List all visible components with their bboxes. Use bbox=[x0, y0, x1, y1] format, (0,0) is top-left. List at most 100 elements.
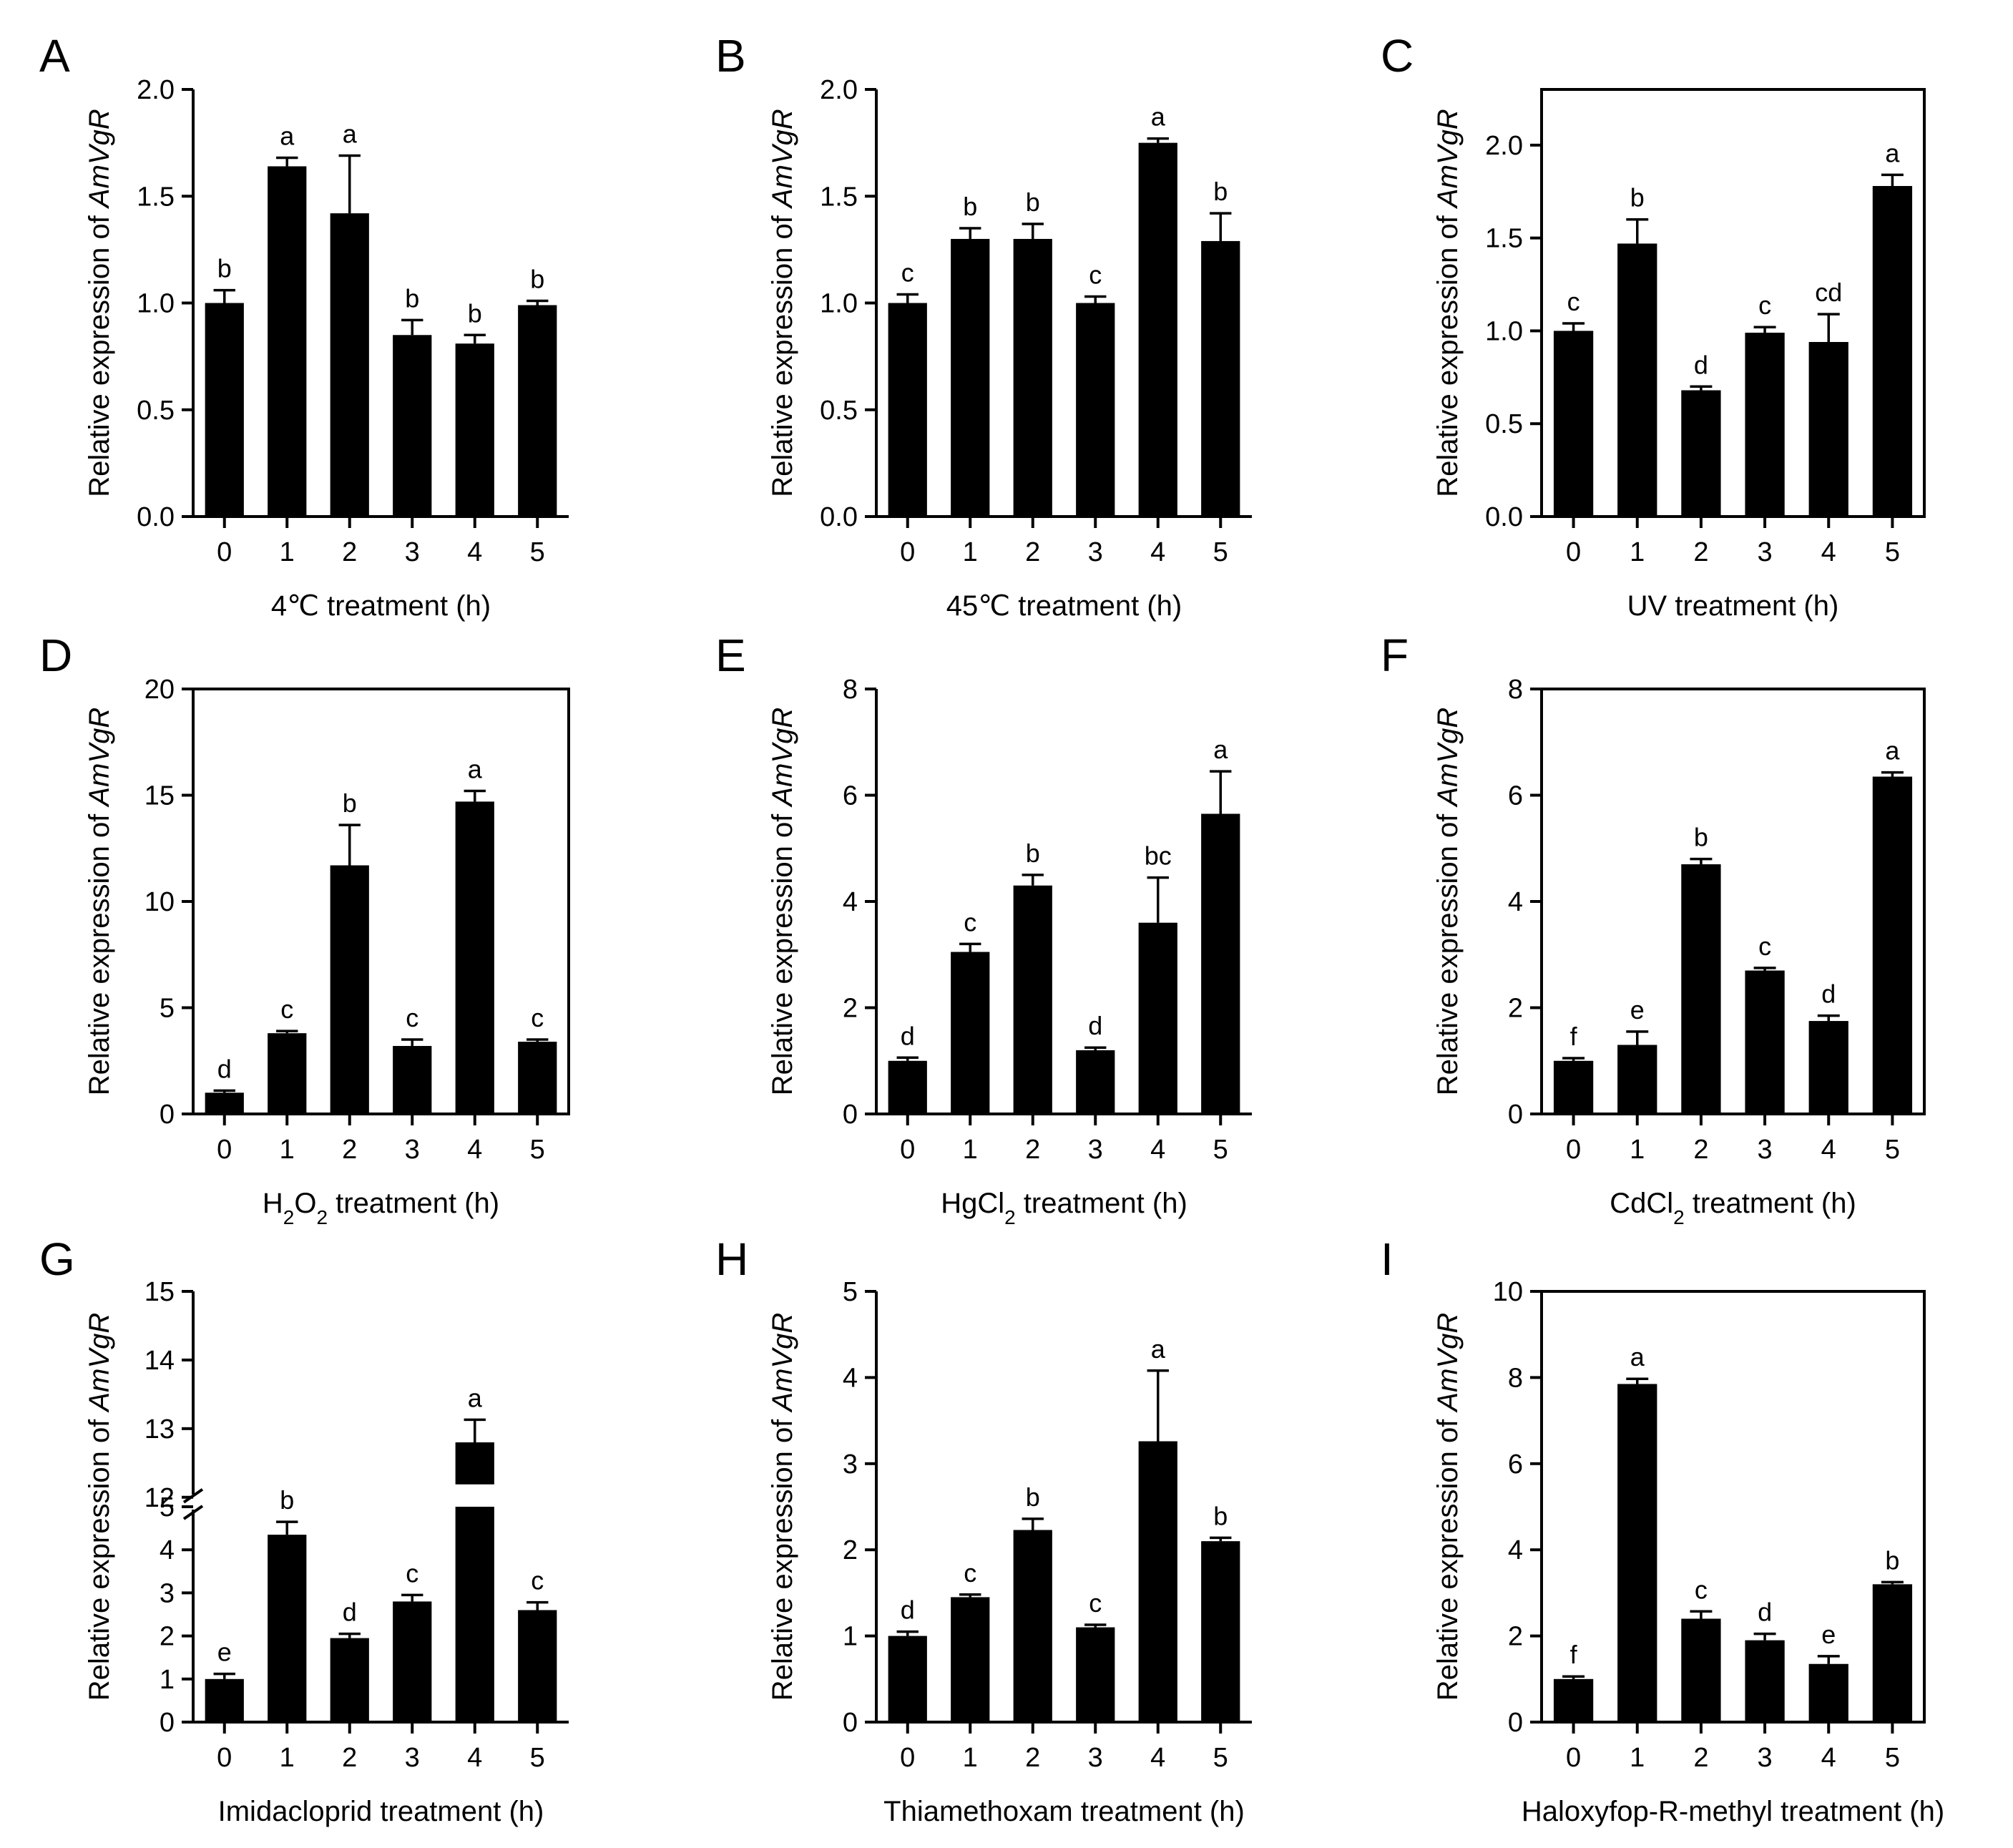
x-tick-label: 5 bbox=[1885, 537, 1900, 567]
y-tick-label: 10 bbox=[145, 887, 175, 917]
bar-4 bbox=[455, 801, 494, 1114]
bar-5 bbox=[518, 1042, 557, 1114]
y-tick-label: 1.5 bbox=[137, 182, 175, 212]
significance-letter: b bbox=[217, 254, 232, 283]
panel-letter-H: H bbox=[715, 1233, 748, 1285]
x-tick-label: 4 bbox=[1821, 1135, 1836, 1165]
y-tick-label: 0 bbox=[160, 1100, 175, 1130]
bar-0 bbox=[1553, 1678, 1594, 1722]
plot-frame bbox=[1540, 88, 1926, 518]
x-axis-title: Imidacloprid treatment (h) bbox=[218, 1796, 544, 1827]
y-tick-label: 0 bbox=[160, 1708, 175, 1738]
significance-letter: c bbox=[964, 907, 976, 937]
significance-letter: d bbox=[901, 1595, 915, 1625]
bar-3 bbox=[1076, 303, 1115, 517]
x-tick-label: 4 bbox=[467, 1135, 482, 1165]
significance-letter: b bbox=[468, 298, 482, 328]
y-axis-title: Relative expression of AmVgR bbox=[84, 109, 115, 497]
x-tick-label: 2 bbox=[1693, 1135, 1708, 1165]
significance-letter: e bbox=[1630, 995, 1645, 1025]
x-tick-label: 3 bbox=[1088, 537, 1103, 567]
y-tick-label: 0.5 bbox=[137, 396, 175, 426]
x-tick-label: 5 bbox=[1213, 537, 1228, 567]
bar-1 bbox=[268, 166, 307, 517]
panel-G: G012345121314150e1b2d3c4a5cImidacloprid … bbox=[39, 1233, 569, 1827]
x-tick-label: 5 bbox=[1885, 1743, 1900, 1773]
y-tick-label: 15 bbox=[145, 1277, 175, 1307]
x-tick-label: 5 bbox=[1213, 1743, 1228, 1773]
significance-letter: a bbox=[280, 122, 295, 151]
x-axis-title: Haloxyfop-R-methyl treatment (h) bbox=[1522, 1796, 1944, 1827]
significance-letter: c bbox=[1695, 1575, 1708, 1604]
significance-letter: d bbox=[1088, 1011, 1102, 1040]
y-tick-label: 6 bbox=[1508, 781, 1523, 811]
significance-letter: c bbox=[531, 1566, 544, 1595]
bar-1 bbox=[268, 1535, 307, 1722]
y-tick-label: 5 bbox=[843, 1277, 858, 1307]
y-axis-title: Relative expression of AmVgR bbox=[1432, 1313, 1464, 1701]
y-tick-label: 3 bbox=[160, 1578, 175, 1608]
x-tick-label: 2 bbox=[342, 1135, 357, 1165]
y-tick-label: 5 bbox=[160, 994, 175, 1024]
significance-letter: c bbox=[1567, 287, 1580, 316]
y-tick-label: 0.5 bbox=[820, 396, 858, 426]
bar-5 bbox=[518, 1610, 557, 1722]
x-axis-title: 45℃ treatment (h) bbox=[946, 590, 1182, 622]
significance-letter: c bbox=[901, 258, 914, 288]
panel-letter-B: B bbox=[715, 30, 746, 82]
x-tick-label: 5 bbox=[1213, 1135, 1228, 1165]
plot-frame bbox=[1540, 1290, 1926, 1724]
y-tick-label: 2 bbox=[1508, 994, 1523, 1024]
y-tick-label: 2 bbox=[843, 1535, 858, 1565]
bar-4 bbox=[1808, 342, 1848, 517]
y-tick-label: 0.0 bbox=[1485, 502, 1523, 532]
y-tick-label: 0 bbox=[1508, 1708, 1523, 1738]
x-tick-label: 3 bbox=[1758, 1743, 1773, 1773]
bar-3 bbox=[1076, 1050, 1115, 1114]
significance-letter: a bbox=[468, 755, 483, 784]
bar-2 bbox=[1681, 864, 1721, 1114]
y-tick-label: 15 bbox=[145, 781, 175, 811]
y-tick-label: 1 bbox=[843, 1622, 858, 1652]
x-tick-label: 1 bbox=[1630, 1135, 1645, 1165]
panel-letter-C: C bbox=[1381, 30, 1414, 82]
y-tick-label: 1.5 bbox=[820, 182, 858, 212]
x-tick-label: 4 bbox=[467, 537, 482, 567]
y-tick-label: 2 bbox=[843, 994, 858, 1024]
bar-3 bbox=[393, 1045, 432, 1114]
x-axis-title: CdCl2 treatment (h) bbox=[1610, 1188, 1856, 1228]
significance-letter: a bbox=[468, 1383, 483, 1412]
y-axis-title: Relative expression of AmVgR bbox=[767, 708, 798, 1095]
y-tick-label: 1.0 bbox=[137, 289, 175, 319]
x-tick-label: 3 bbox=[1758, 1135, 1773, 1165]
significance-letter: d bbox=[1758, 1598, 1772, 1627]
y-tick-label: 4 bbox=[1508, 887, 1523, 917]
panel-A: A 0.0 0.5 1.0 1.5 2.0 0 b 1 a 2 a 3 b 4 b 5 b 4℃ treatment… bbox=[39, 30, 569, 622]
y-tick-label: 2 bbox=[160, 1622, 175, 1652]
x-axis-title: H2O2 treatment (h) bbox=[263, 1188, 499, 1228]
y-tick-label: 0.5 bbox=[1485, 409, 1523, 439]
x-tick-label: 3 bbox=[1088, 1135, 1103, 1165]
panel-letter-E: E bbox=[715, 630, 746, 681]
bar-4 bbox=[1138, 142, 1177, 517]
bar-4-upper bbox=[455, 1442, 494, 1485]
x-axis-title: HgCl2 treatment (h) bbox=[941, 1188, 1187, 1228]
x-tick-label: 0 bbox=[900, 1743, 915, 1773]
significance-letter: b bbox=[1630, 183, 1645, 212]
y-tick-label: 3 bbox=[843, 1449, 858, 1480]
bar-4 bbox=[1808, 1663, 1848, 1722]
x-tick-label: 2 bbox=[342, 537, 357, 567]
significance-letter: bc bbox=[1145, 841, 1172, 871]
significance-letter: e bbox=[217, 1638, 232, 1667]
y-tick-label: 1.0 bbox=[820, 289, 858, 319]
bar-1 bbox=[1617, 1045, 1657, 1114]
bar-2 bbox=[330, 865, 369, 1114]
x-tick-label: 3 bbox=[405, 537, 420, 567]
bar-1 bbox=[951, 952, 990, 1114]
x-tick-label: 3 bbox=[405, 1743, 420, 1773]
significance-letter: b bbox=[1213, 177, 1228, 206]
x-tick-label: 0 bbox=[217, 1743, 232, 1773]
significance-letter: c bbox=[280, 994, 293, 1024]
y-tick-label: 1.0 bbox=[1485, 316, 1523, 346]
panel-letter-F: F bbox=[1381, 630, 1409, 681]
